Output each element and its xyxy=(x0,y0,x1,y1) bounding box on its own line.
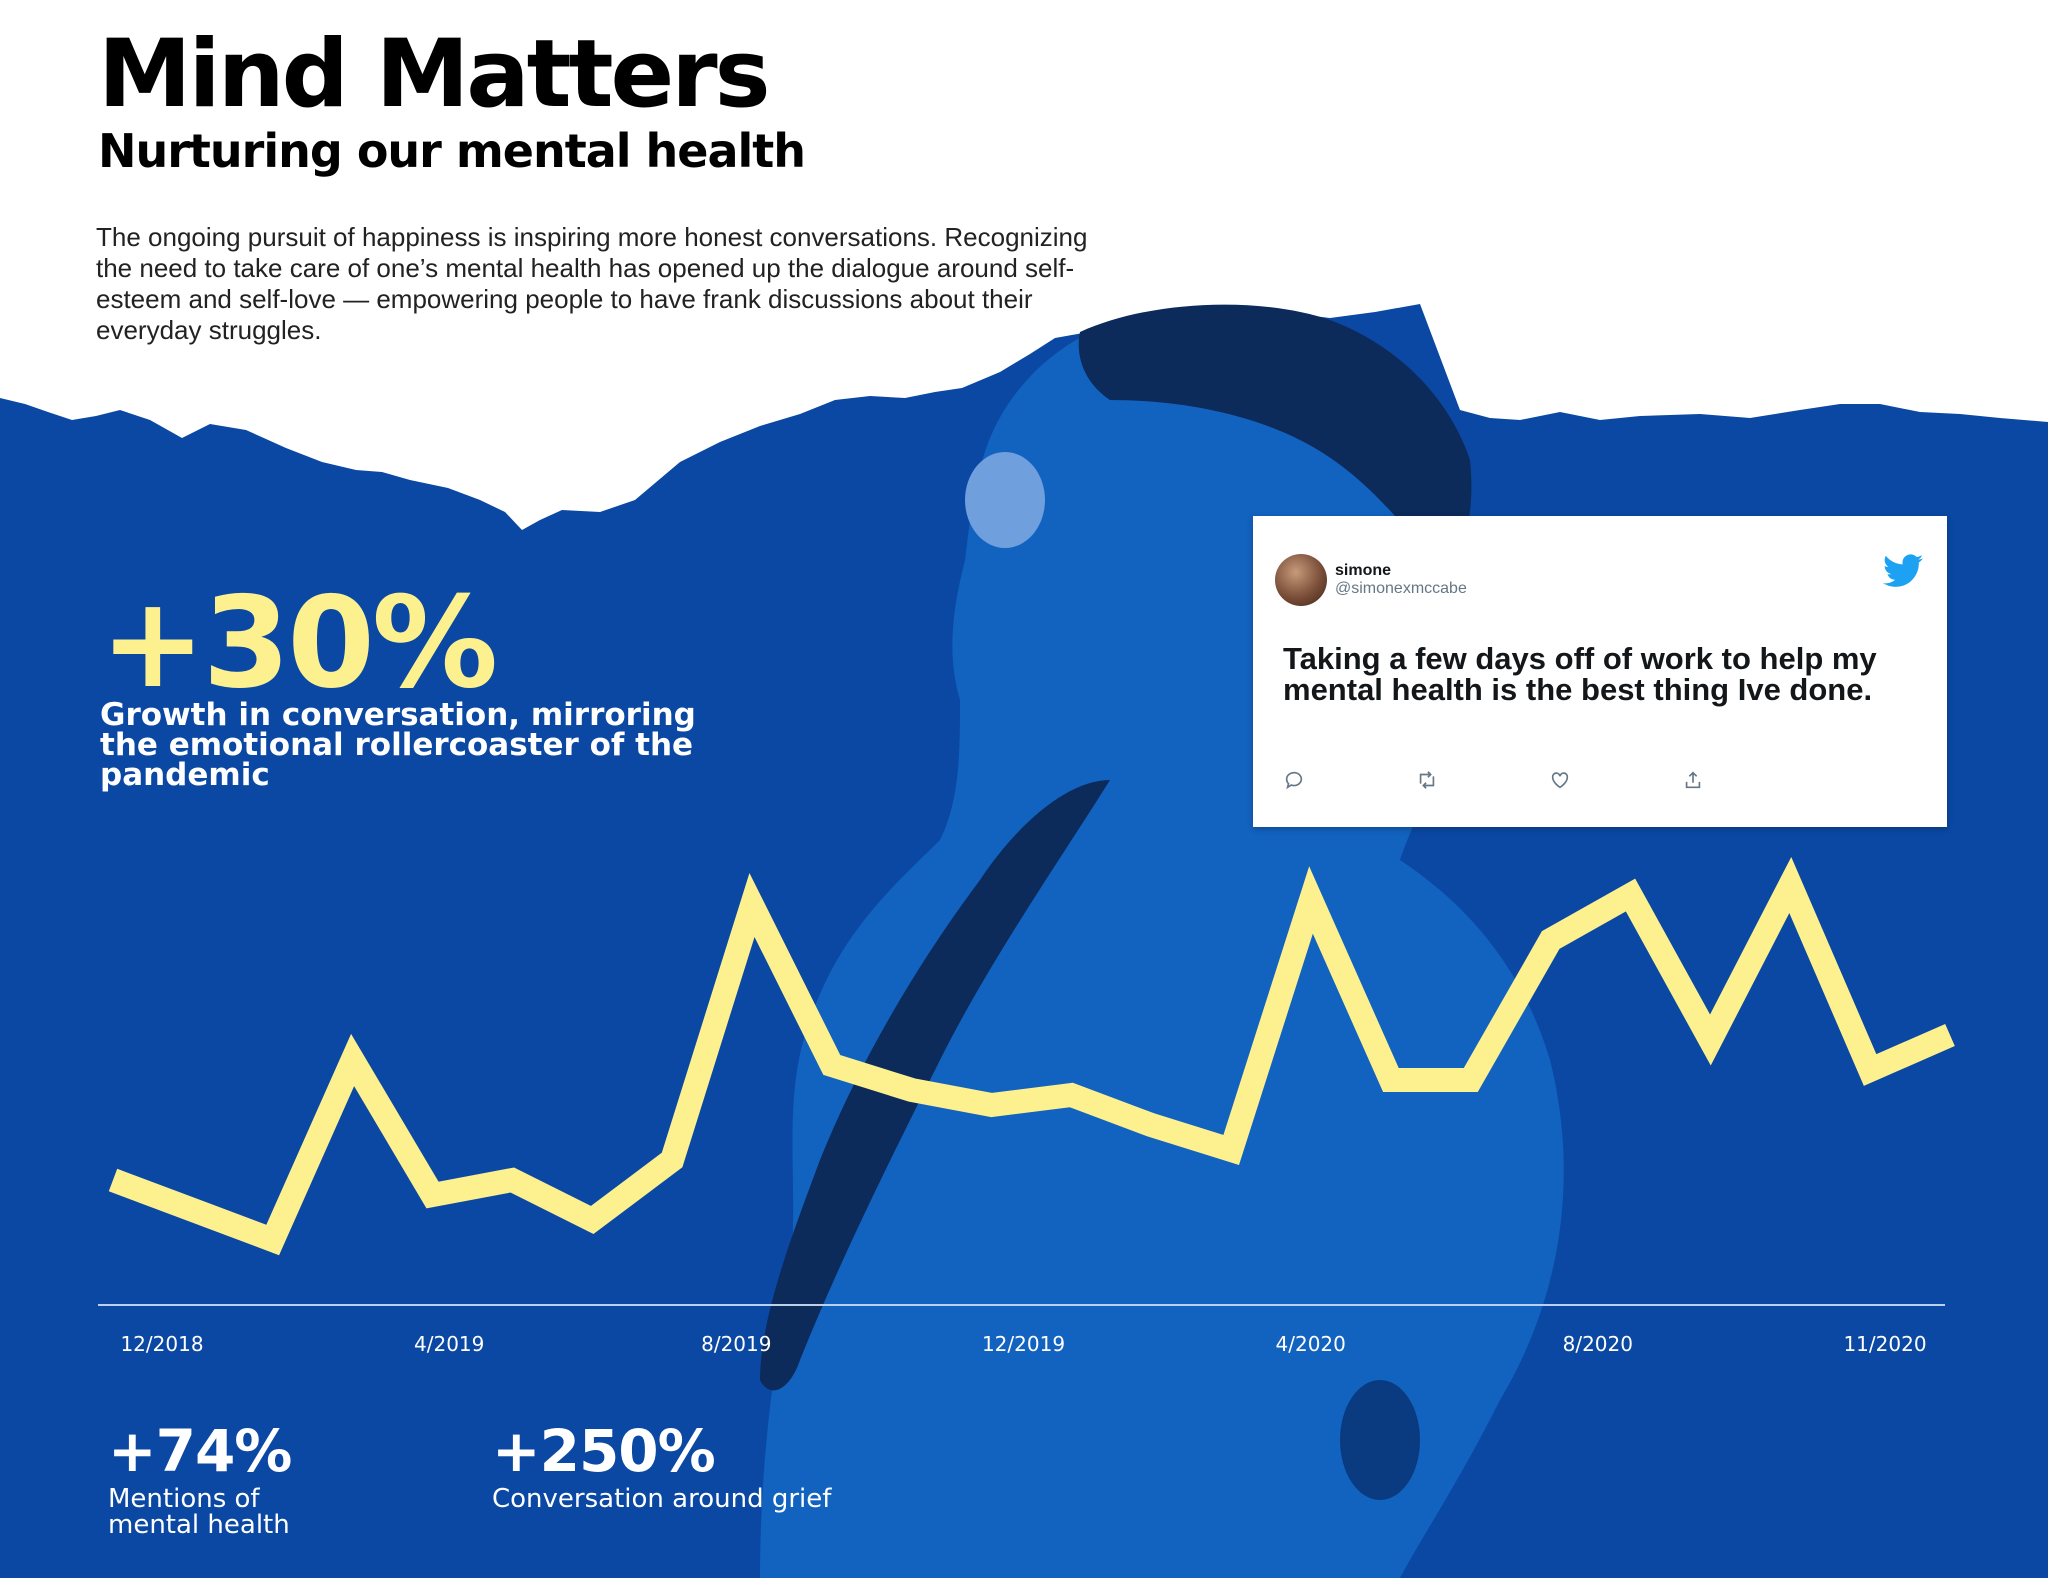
share-icon[interactable] xyxy=(1682,769,1704,791)
reply-icon[interactable] xyxy=(1283,769,1305,791)
like-icon[interactable] xyxy=(1549,769,1571,791)
stat-value-mentions: +74% xyxy=(108,1417,292,1485)
stat-description-mentions: Mentions of mental health xyxy=(108,1484,290,1540)
tweet-card[interactable]: simone @simonexmccabe Taking a few days … xyxy=(1253,516,1947,827)
tweet-text: Taking a few days off of work to help my… xyxy=(1283,641,1877,707)
stat-description-grief: Conversation around grief xyxy=(492,1484,832,1514)
retweet-icon[interactable] xyxy=(1416,769,1438,791)
x-tick-label: 11/2020 xyxy=(1843,1332,1926,1356)
highlight-stat-value: +30% xyxy=(100,569,498,716)
stat-value-grief: +250% xyxy=(492,1417,716,1485)
highlight-stat-description: Growth in conversation, mirroring the em… xyxy=(100,697,696,793)
avatar[interactable] xyxy=(1275,554,1327,606)
series-line xyxy=(108,856,1955,1256)
x-tick-label: 4/2019 xyxy=(414,1332,484,1356)
x-tick-label: 4/2020 xyxy=(1276,1332,1346,1356)
x-tick-label: 12/2018 xyxy=(120,1332,203,1356)
x-tick-label: 8/2020 xyxy=(1563,1332,1633,1356)
tweet-author-name[interactable]: simone xyxy=(1335,562,1392,579)
tweet-author-handle[interactable]: @simonexmccabe xyxy=(1335,580,1467,597)
twitter-bird-icon[interactable] xyxy=(1883,554,1923,588)
intro-paragraph: The ongoing pursuit of happiness is insp… xyxy=(96,222,1088,345)
x-tick-label: 8/2019 xyxy=(701,1332,771,1356)
page-subtitle: Nurturing our mental health xyxy=(98,124,806,178)
x-tick-label: 12/2019 xyxy=(982,1332,1065,1356)
page-title: Mind Matters xyxy=(98,20,771,129)
